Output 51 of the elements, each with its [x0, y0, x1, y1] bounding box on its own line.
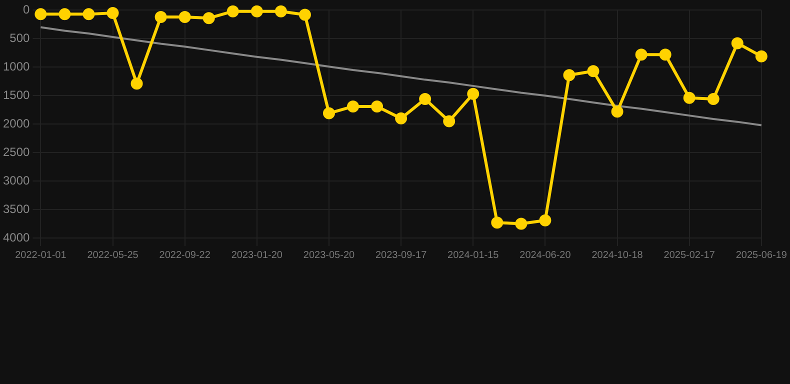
point — [707, 93, 720, 106]
point — [178, 11, 191, 24]
y-tick-label: 2500 — [2, 144, 30, 159]
y-tick-label: 0 — [23, 2, 30, 17]
point — [106, 7, 119, 20]
y-tick-label: 3000 — [2, 173, 30, 188]
x-tick-label: 2023-09-17 — [375, 250, 428, 261]
point — [347, 100, 360, 112]
point — [250, 5, 263, 18]
point — [154, 11, 167, 24]
point — [491, 216, 504, 229]
x-tick-label: 2024-01-15 — [448, 250, 500, 261]
point — [635, 48, 648, 61]
x-tick-label: 2023-05-20 — [303, 250, 355, 261]
point — [467, 88, 480, 100]
point — [58, 8, 71, 20]
point — [322, 107, 335, 120]
point — [659, 48, 672, 61]
point — [419, 93, 432, 106]
x-tick-label: 2023-01-20 — [231, 250, 283, 261]
x-tick-label: 2022-09-22 — [159, 250, 211, 261]
point — [274, 5, 287, 18]
y-tick-label: 1500 — [2, 88, 30, 102]
point — [731, 37, 744, 50]
x-tick-label: 2024-06-20 — [520, 250, 572, 261]
point — [34, 8, 47, 20]
x-tick-label: 2025-02-17 — [664, 250, 716, 261]
point — [298, 8, 311, 21]
point — [443, 115, 456, 128]
x-tick-label: 2022-01-01 — [15, 250, 67, 261]
point — [539, 214, 552, 226]
point — [563, 69, 576, 82]
y-tick-label: 3500 — [2, 202, 30, 216]
point — [226, 5, 239, 18]
point — [395, 112, 408, 124]
x-tick-label: 2022-05-25 — [87, 250, 139, 261]
y-tick-label: 500 — [10, 30, 30, 45]
point — [755, 50, 768, 62]
point — [515, 218, 528, 230]
x-tick-label: 2025-06-19 — [736, 250, 788, 261]
y-tick-label: 2000 — [2, 116, 30, 130]
point — [611, 106, 624, 118]
point — [130, 78, 143, 90]
y-tick-label: 4000 — [2, 230, 30, 244]
y-tick-label: 1000 — [2, 59, 30, 74]
point — [371, 100, 384, 112]
point — [587, 65, 600, 78]
point — [82, 8, 95, 20]
point — [202, 12, 215, 24]
x-tick-label: 2024-10-18 — [592, 250, 644, 261]
point — [683, 92, 696, 104]
